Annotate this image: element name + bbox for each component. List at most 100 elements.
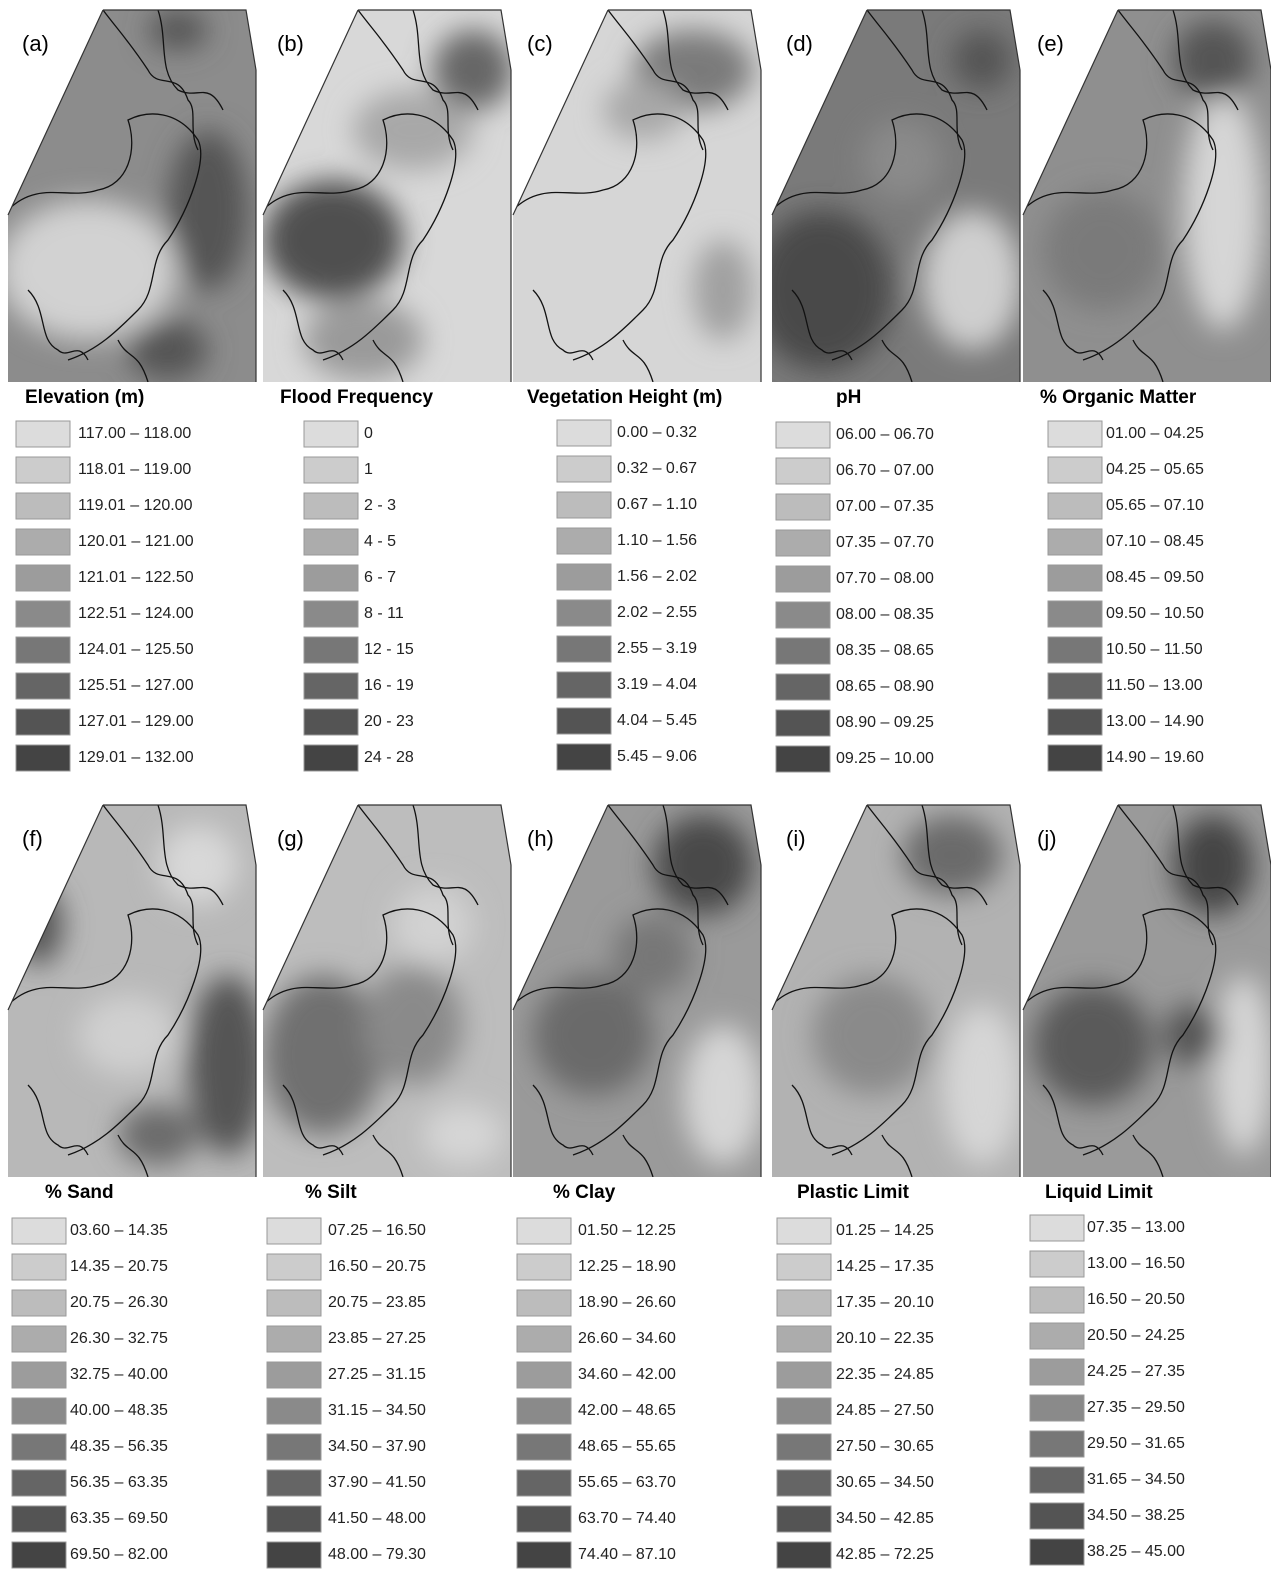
panel-label: (h) — [527, 826, 554, 851]
legend-label: 122.51 – 124.00 — [78, 605, 194, 622]
legend-label: 1.10 – 1.56 — [617, 532, 697, 549]
legend-label: 55.65 – 63.70 — [578, 1474, 676, 1491]
legend-label: 34.50 – 37.90 — [328, 1438, 426, 1455]
legend-swatch — [557, 636, 611, 662]
legend-label: 118.01 – 119.00 — [78, 461, 191, 478]
legend-swatch — [776, 494, 830, 520]
legend-swatch — [304, 637, 358, 663]
shading-zone — [1033, 985, 1153, 1105]
legend-swatch — [12, 1290, 66, 1316]
legend-swatch — [1048, 601, 1102, 627]
legend-title: % Silt — [305, 1182, 357, 1203]
legend-title: Plastic Limit — [797, 1182, 910, 1203]
legend-title: % Sand — [45, 1182, 114, 1203]
shading-zone — [1173, 20, 1253, 100]
shading-zone — [862, 120, 942, 200]
legend-label: 124.01 – 125.50 — [78, 641, 194, 658]
legend-swatch — [267, 1326, 321, 1352]
legend-label: 42.00 – 48.65 — [578, 1402, 676, 1419]
legend-swatch — [557, 708, 611, 734]
legend-swatch — [557, 672, 611, 698]
map — [513, 805, 763, 1177]
legend-title: % Organic Matter — [1040, 387, 1197, 408]
legend-swatch — [304, 565, 358, 591]
shading-zone — [533, 975, 653, 1095]
shading-zone — [693, 240, 753, 340]
legend-label: 120.01 – 121.00 — [78, 533, 194, 550]
legend-label: 16 - 19 — [364, 677, 414, 694]
legend-swatch — [16, 637, 70, 663]
legend-swatch — [12, 1434, 66, 1460]
legend-label: 4 - 5 — [364, 533, 396, 550]
legend-swatch — [304, 709, 358, 735]
legend-swatch — [1048, 457, 1102, 483]
shading-zone — [613, 915, 693, 995]
legend-swatch — [1048, 673, 1102, 699]
legend-swatch — [517, 1326, 571, 1352]
panel: (e) — [1023, 10, 1271, 382]
legend-label: 63.70 – 74.40 — [578, 1510, 676, 1527]
legend-label: 125.51 – 127.00 — [78, 677, 194, 694]
shading-zone — [263, 975, 383, 1135]
panel-label: (d) — [786, 31, 813, 56]
legend-label: 06.00 – 06.70 — [836, 426, 934, 443]
panel: (b) — [263, 10, 513, 382]
map — [8, 805, 268, 1177]
legend-swatch — [776, 602, 830, 628]
legend-label: 3.19 – 4.04 — [617, 676, 697, 693]
legend-swatch — [1030, 1359, 1084, 1385]
legend-label: 34.50 – 38.25 — [1087, 1507, 1185, 1524]
legend-swatch — [1030, 1467, 1084, 1493]
legend-swatch — [557, 744, 611, 770]
legend-swatch — [776, 458, 830, 484]
legend-label: 26.30 – 32.75 — [70, 1330, 168, 1347]
shading-zone — [683, 1025, 763, 1165]
legend-swatch — [777, 1218, 831, 1244]
legend-swatch — [557, 600, 611, 626]
legend-label: 5.45 – 9.06 — [617, 748, 697, 765]
legend-label: 40.00 – 48.35 — [70, 1402, 168, 1419]
panel-label: (g) — [277, 826, 304, 851]
legend-swatch — [776, 674, 830, 700]
legend-swatch — [777, 1506, 831, 1532]
legend-swatch — [777, 1290, 831, 1316]
legend-swatch — [12, 1542, 66, 1568]
legend-label: 13.00 – 16.50 — [1087, 1255, 1185, 1272]
legend-swatch — [776, 710, 830, 736]
legend-swatch — [776, 746, 830, 772]
shading-zone — [1183, 90, 1263, 330]
legend-label: 129.01 – 132.00 — [78, 749, 194, 766]
panel: (i) — [772, 805, 1022, 1177]
legend-swatch — [777, 1398, 831, 1424]
legend-label: 30.65 – 34.50 — [836, 1474, 934, 1491]
legend-label: 08.35 – 08.65 — [836, 642, 934, 659]
legend-label: 27.50 – 30.65 — [836, 1438, 934, 1455]
legend-label: 48.65 – 55.65 — [578, 1438, 676, 1455]
legend-swatch — [16, 457, 70, 483]
legend-swatch — [16, 745, 70, 771]
legend-swatch — [557, 528, 611, 554]
legend-label: 24.85 – 27.50 — [836, 1402, 934, 1419]
legend-label: 20.75 – 26.30 — [70, 1294, 168, 1311]
legend-title: % Clay — [553, 1182, 616, 1203]
legend-swatch — [517, 1506, 571, 1532]
legend-label: 08.90 – 09.25 — [836, 714, 934, 731]
legend-swatch — [1030, 1287, 1084, 1313]
legend-title: pH — [836, 387, 861, 408]
legend-swatch — [16, 601, 70, 627]
map — [772, 805, 1022, 1177]
legend-label: 127.01 – 129.00 — [78, 713, 194, 730]
legend-swatch — [517, 1434, 571, 1460]
legend-label: 23.85 – 27.25 — [328, 1330, 426, 1347]
shading-zone — [812, 975, 932, 1095]
legend-label: 0.32 – 0.67 — [617, 460, 697, 477]
legend-label: 20.50 – 24.25 — [1087, 1327, 1185, 1344]
legend-label: 24.25 – 27.35 — [1087, 1363, 1185, 1380]
legend-label: 31.15 – 34.50 — [328, 1402, 426, 1419]
legend-title: Vegetation Height (m) — [527, 387, 722, 408]
legend-swatch — [1030, 1431, 1084, 1457]
legend-swatch — [16, 493, 70, 519]
legend-label: 10.50 – 11.50 — [1106, 641, 1203, 658]
legend-label: 09.25 – 10.00 — [836, 750, 934, 767]
legend-swatch — [1030, 1323, 1084, 1349]
